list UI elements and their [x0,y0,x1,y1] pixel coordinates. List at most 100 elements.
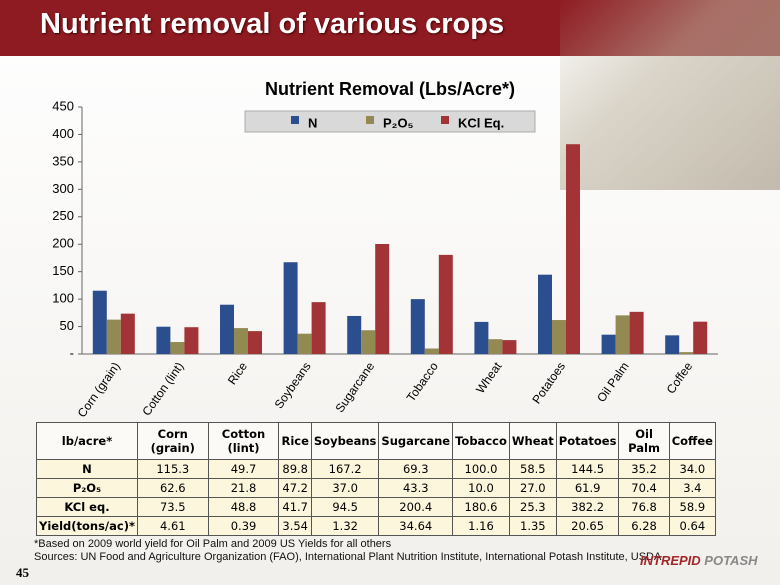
row-label: KCl eq. [36,497,138,517]
table-cell: 100.0 [452,459,510,479]
row-label: P₂O₅ [36,478,138,498]
table-cell: 3.54 [278,516,312,536]
table-cell: 37.0 [310,478,380,498]
legend-swatch [441,116,449,124]
slide-title: Nutrient removal of various crops [40,8,505,40]
bar [297,333,312,354]
bar [665,335,680,354]
y-tick-label: 200 [52,236,74,251]
page-number: 45 [16,565,29,580]
bar [120,313,135,354]
table-cell: 43.3 [378,478,454,498]
sources: Sources: UN Food and Agriculture Organiz… [34,551,662,563]
table-cell: 34.0 [668,459,717,479]
x-tick-label: Cotton (lint) [139,360,186,419]
bar [538,274,552,354]
legend-label: KCl Eq. [458,115,504,130]
table-cell: 1.16 [452,516,510,536]
y-tick-label: 300 [52,181,74,196]
table-cell: 10.0 [452,478,510,498]
legend-swatch [366,116,374,124]
table-cell: 34.64 [378,516,454,536]
logo: INTREPID POTASH [640,553,758,568]
table-cell: 382.2 [555,497,620,517]
bar [170,342,185,354]
chart: Nutrient Removal (Lbs/Acre*) - 50 100 150 20… [52,79,718,420]
bar [615,315,630,354]
header-cell: Cotton (lint) [207,422,280,460]
table-cell: 115.3 [136,459,209,479]
table-cell: 89.8 [278,459,312,479]
table-cell: 180.6 [452,497,510,517]
x-tick-label: Wheat [473,359,505,396]
header-cell: Coffee [668,422,717,460]
table-cell: 73.5 [136,497,209,517]
bar [156,326,171,354]
table-row: P₂O₅ 62.6 21.8 47.2 37.0 43.3 10.0 27.0 61.9 70.4… [36,478,717,498]
y-tick-label: 150 [52,263,74,278]
bar [679,352,694,354]
table-cell: 69.3 [378,459,454,479]
legend-swatch [291,116,299,124]
bar [106,319,121,354]
table-cell: 61.9 [555,478,620,498]
y-tick-label: 350 [52,153,74,168]
x-tick-label: Coffee [664,359,696,396]
table-cell: 62.6 [136,478,209,498]
y-tick-label: 400 [52,126,74,141]
bar [283,262,298,354]
x-tick-label: Rice [225,359,250,387]
header-cell: Oil Palm [618,422,670,460]
table-cell: 49.7 [207,459,280,479]
table-cell: 48.8 [207,497,280,517]
table-cell: 58.9 [668,497,717,517]
bar [92,290,107,354]
bar [629,311,644,354]
row-label: Yield(tons/ac)* [36,516,138,536]
table-row: KCl eq. 73.5 48.8 41.7 94.5 200.4 180.6 25.3 382… [36,497,717,517]
x-tick-label: Potatoes [529,360,568,407]
table-cell: 94.5 [310,497,380,517]
bar [566,144,580,354]
table-cell: 21.8 [207,478,280,498]
bar [234,328,248,354]
table-cell: 70.4 [618,478,670,498]
y-tick-label: 450 [52,98,74,113]
table-cell: 41.7 [278,497,312,517]
header-cell: Potatoes [555,422,620,460]
table-cell: 200.4 [378,497,454,517]
legend-label: P₂O₅ [383,115,414,130]
table-cell: 4.61 [136,516,209,536]
table-cell: 25.3 [508,497,557,517]
table-cell: 167.2 [310,459,380,479]
y-tick-label: 50 [60,318,74,333]
table-row: N 115.3 49.7 89.8 167.2 69.3 100.0 58.5 144.5 35.… [36,459,717,479]
x-tick-label: Corn (grain) [75,360,123,420]
x-tick-label: Soybeans [272,360,314,412]
bar [474,321,489,354]
table-cell: 20.65 [555,516,620,536]
bar [347,315,362,354]
table-cell: 47.2 [278,478,312,498]
bar [438,254,453,354]
bar [410,299,425,354]
header-row: lb/acre* Corn (grain) Cotton (lint) Rice Soy… [36,422,717,460]
table-cell: 3.4 [668,478,717,498]
logo-word: POTASH [704,553,758,568]
table-row: Yield(tons/ac)* 4.61 0.39 3.54 1.32 34.64 1.16… [36,516,717,536]
header-cell: Corn (grain) [136,422,209,460]
legend-label: N [308,115,317,130]
data-table: lb/acre* Corn (grain) Cotton (lint) Rice Soy… [36,422,717,536]
header-cell: Rice [278,422,312,460]
table-cell: 35.2 [618,459,670,479]
table-cell: 27.0 [508,478,557,498]
table-cell: 144.5 [555,459,620,479]
header-photo [560,0,780,190]
header-cell: Wheat [508,422,557,460]
table-cell: 0.39 [207,516,280,536]
x-tick-label: Sugarcane [332,359,377,415]
bar [220,304,234,354]
table-cell: 1.32 [310,516,380,536]
bar [502,340,517,354]
table-cell: 6.28 [618,516,670,536]
